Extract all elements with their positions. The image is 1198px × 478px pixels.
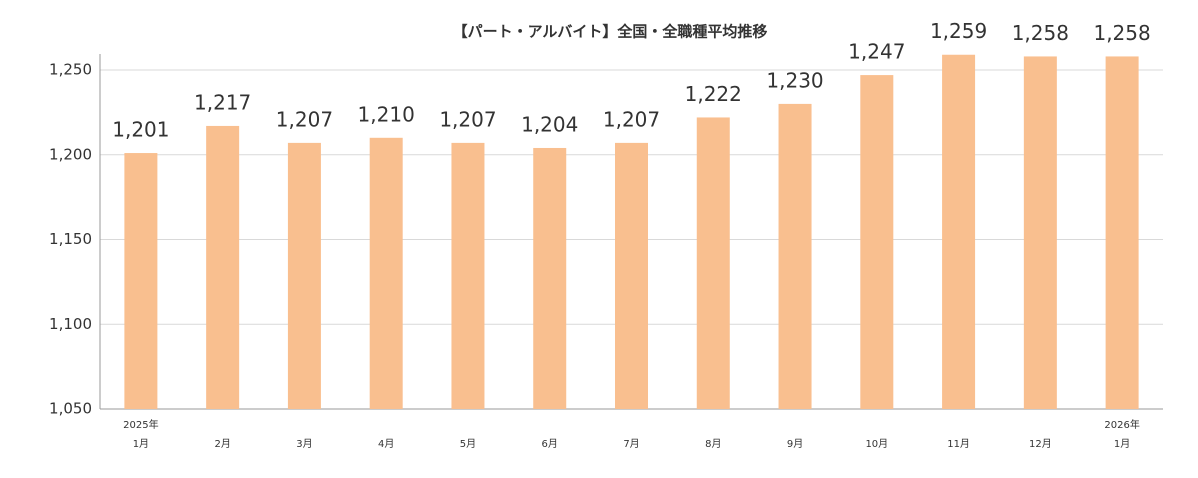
bar [369, 137, 403, 410]
bar [942, 54, 976, 410]
data-label: 1,258 [1012, 21, 1069, 45]
data-label: 1,217 [194, 90, 251, 114]
x-tick-label: 1月 [1114, 438, 1130, 450]
x-tick-label: 7月 [623, 438, 639, 450]
x-tick-label: 11月 [947, 438, 970, 450]
data-label: 1,210 [358, 102, 415, 126]
data-label: 1,258 [1093, 21, 1150, 45]
x-tick-year: 2026年 [1104, 418, 1139, 431]
data-label: 1,207 [276, 107, 333, 131]
x-tick-label: 8月 [705, 438, 721, 450]
x-tick-label: 10月 [865, 438, 888, 450]
bar [287, 142, 321, 409]
bar [615, 142, 648, 409]
bar [860, 75, 894, 410]
x-tick-label: 5月 [460, 438, 476, 450]
bar [696, 117, 730, 410]
chart-title: 【パート・アルバイト】全国・全職種平均推移 [453, 23, 768, 41]
data-label: 1,207 [439, 107, 496, 131]
bar [533, 147, 567, 409]
y-tick-label: 1,250 [49, 61, 92, 79]
data-label: 1,204 [521, 112, 578, 136]
x-tick-label: 1月 [133, 438, 149, 450]
bar [124, 153, 158, 409]
x-tick-label: 9月 [787, 438, 803, 450]
x-tick-year: 2025年 [123, 418, 158, 431]
x-tick-label: 12月 [1029, 438, 1052, 450]
data-label: 1,207 [603, 107, 660, 131]
x-tick-label: 3月 [296, 438, 312, 450]
y-tick-label: 1,200 [49, 145, 92, 163]
data-label: 1,247 [848, 40, 905, 64]
x-tick-label: 2月 [214, 438, 230, 450]
data-label: 1,222 [685, 82, 742, 106]
x-tick-label: 6月 [542, 438, 558, 450]
y-tick-label: 1,150 [49, 230, 92, 248]
data-label: 1,259 [930, 19, 987, 43]
bar [206, 125, 240, 409]
y-tick-label: 1,050 [49, 400, 92, 418]
data-label: 1,201 [112, 118, 169, 142]
y-tick-label: 1,100 [49, 315, 92, 333]
bar [1105, 56, 1139, 409]
bar [1023, 56, 1057, 409]
x-tick-label: 4月 [378, 438, 394, 450]
data-label: 1,230 [766, 68, 823, 92]
bar [778, 103, 812, 410]
bar [451, 142, 485, 409]
